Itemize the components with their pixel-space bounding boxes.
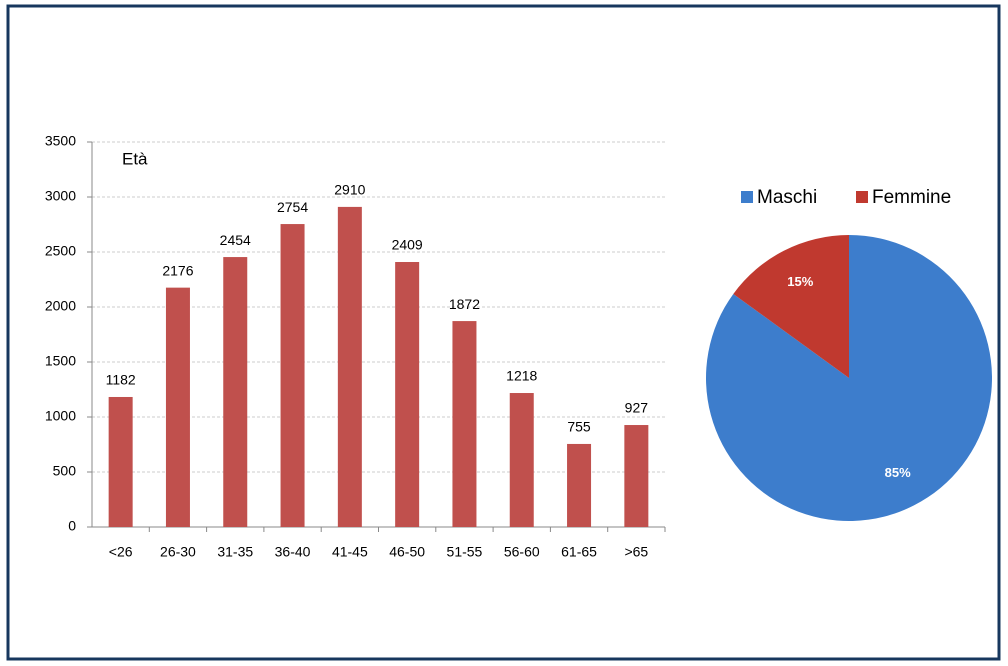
y-tick-label: 2000 <box>45 298 76 314</box>
y-tick-label: 500 <box>53 463 77 479</box>
y-tick-label: 1500 <box>45 353 76 369</box>
chart-title: Età <box>122 149 148 168</box>
data-label: 1218 <box>506 368 537 384</box>
data-label: 927 <box>625 400 649 416</box>
legend-label: Maschi <box>757 187 817 208</box>
y-tick-label: 1000 <box>45 408 76 424</box>
legend-label: Femmine <box>872 187 951 208</box>
data-label: 755 <box>567 419 591 435</box>
data-label: 1182 <box>106 372 136 388</box>
bar <box>165 287 190 527</box>
pie-slice <box>733 235 849 378</box>
x-tick-label: 46-50 <box>389 544 425 560</box>
data-label: 15% <box>787 274 813 289</box>
data-label: 85% <box>885 465 911 480</box>
bar <box>395 262 420 527</box>
x-tick-label: 51-55 <box>447 544 483 560</box>
bar <box>223 257 248 527</box>
data-label: 2176 <box>162 262 193 278</box>
data-label: 2409 <box>392 237 423 253</box>
y-tick-label: 3500 <box>45 133 76 149</box>
data-label: 2754 <box>277 199 308 215</box>
x-tick-label: 31-35 <box>217 544 253 560</box>
y-tick-label: 2500 <box>45 243 76 259</box>
pie-slice <box>705 235 992 521</box>
x-tick-label: 26-30 <box>160 544 196 560</box>
y-tick-label: 0 <box>68 518 76 534</box>
x-tick-label: 61-65 <box>561 544 597 560</box>
x-tick-label: 56-60 <box>504 544 540 560</box>
bar <box>452 321 477 527</box>
bar <box>108 396 133 527</box>
data-label: 1872 <box>449 296 480 312</box>
y-tick-label: 3000 <box>45 188 76 204</box>
x-tick-label: >65 <box>624 544 648 560</box>
data-label: 2454 <box>220 232 251 248</box>
data-label: 2910 <box>334 182 365 198</box>
bar <box>624 425 649 527</box>
bar <box>567 443 592 527</box>
bar <box>280 224 305 527</box>
bar <box>509 393 534 527</box>
x-tick-label: 41-45 <box>332 544 368 560</box>
x-tick-label: <26 <box>109 544 133 560</box>
legend-swatch <box>741 191 753 203</box>
bar <box>337 206 362 527</box>
legend-swatch <box>856 191 868 203</box>
x-tick-label: 36-40 <box>275 544 311 560</box>
